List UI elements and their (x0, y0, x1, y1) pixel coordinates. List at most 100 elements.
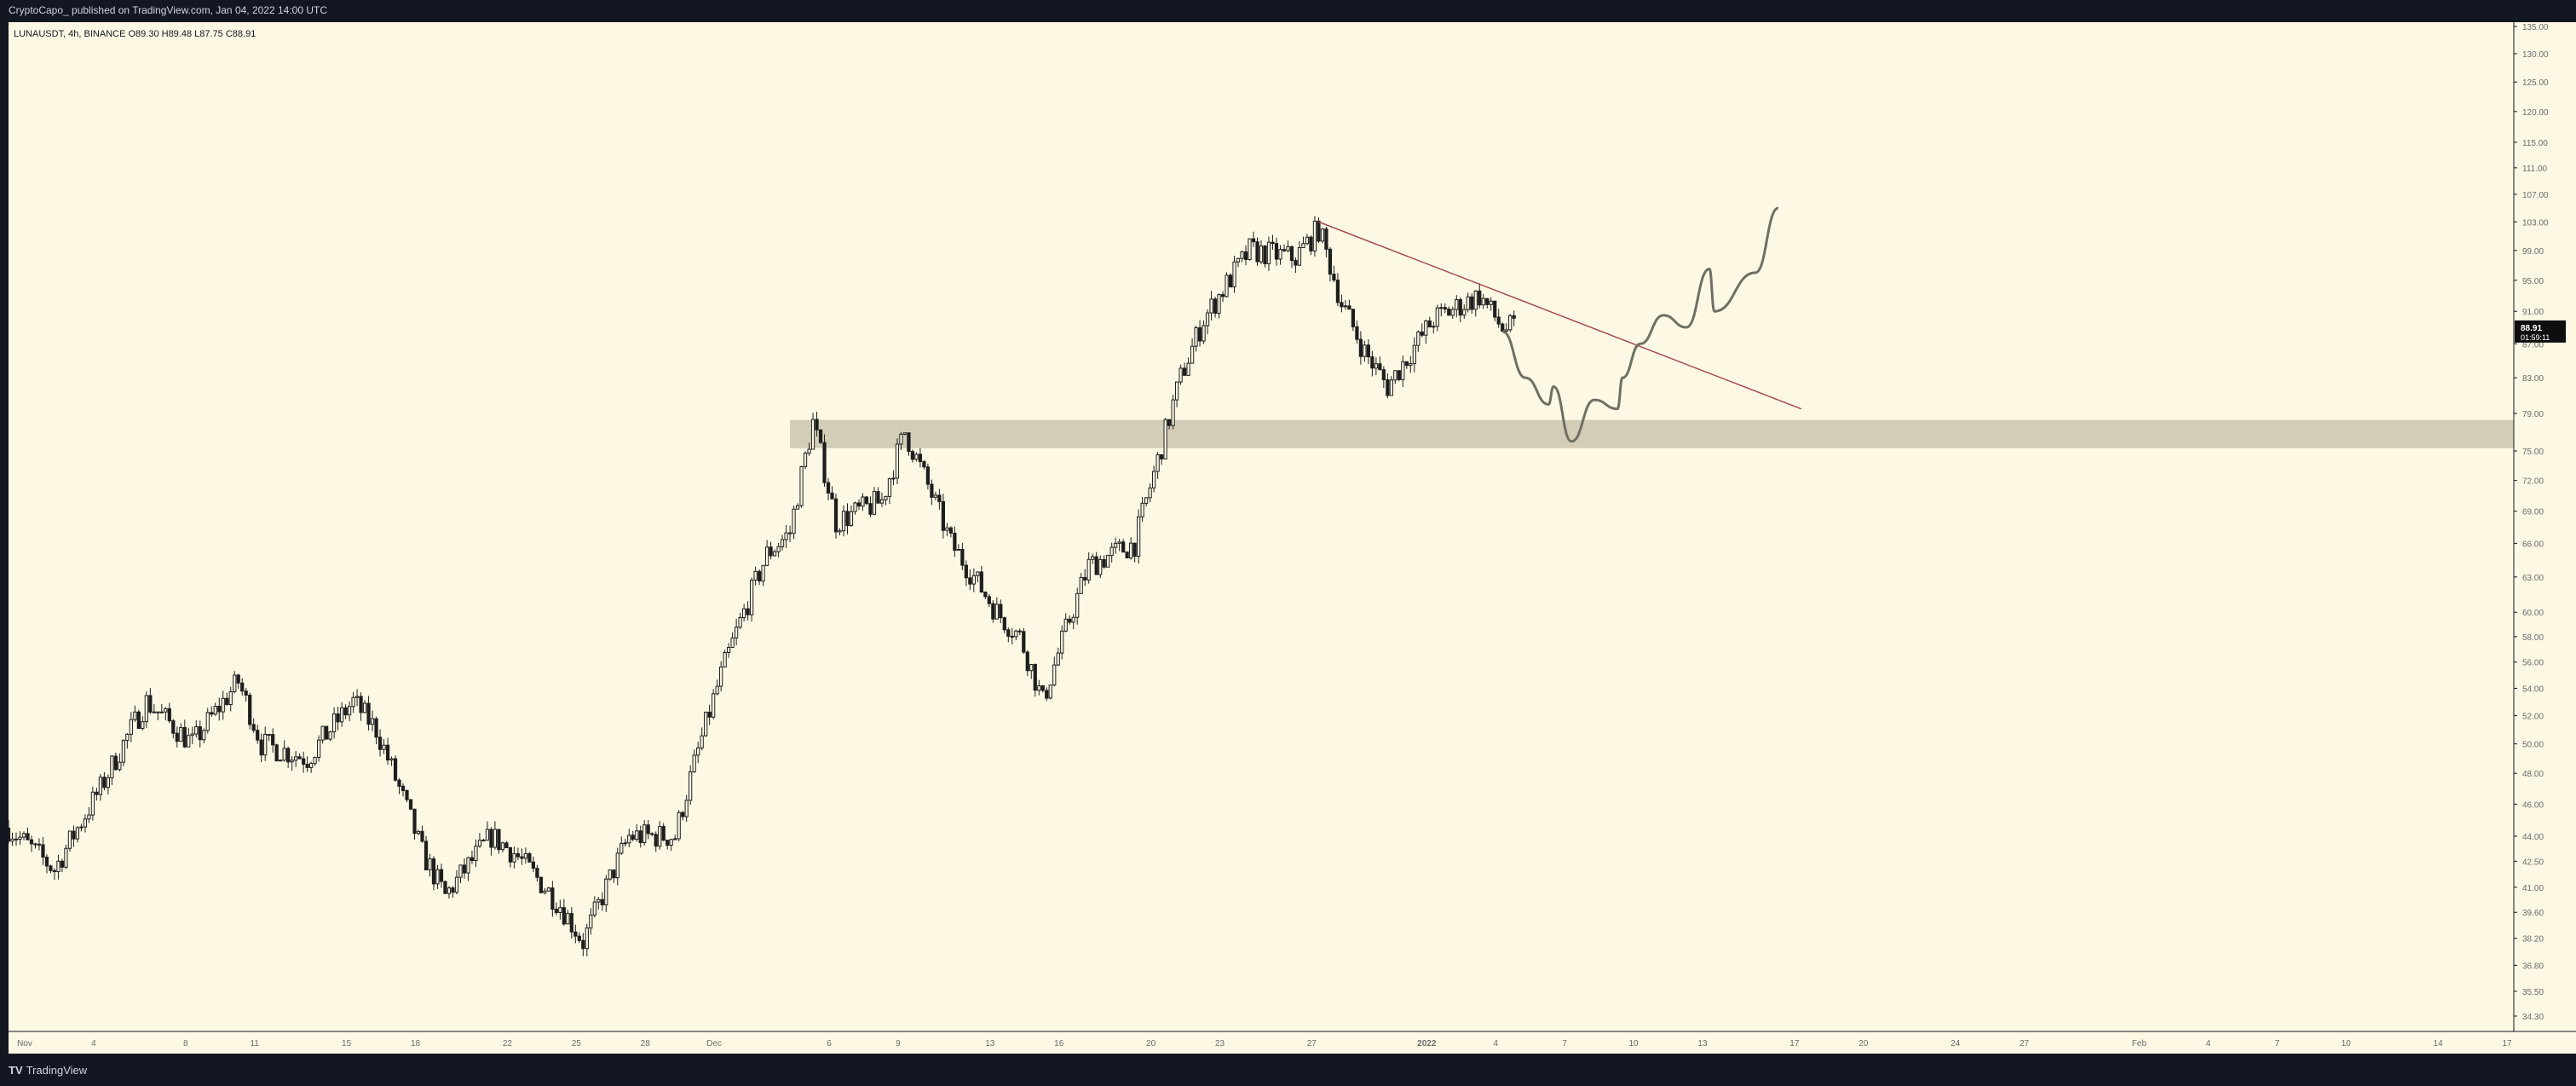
candle-body (213, 706, 217, 715)
candle-body (328, 731, 332, 740)
candle-body (144, 695, 148, 723)
candle-body (171, 720, 176, 734)
candle (673, 835, 677, 840)
candle (1324, 226, 1328, 257)
candle-body (113, 755, 118, 771)
candle (1478, 283, 1482, 309)
candle-body (1455, 299, 1459, 310)
candle (210, 706, 214, 718)
candlestick-chart[interactable]: 135.00 130.00 125.00 120.00 115.00 111.00 107.… (9, 22, 2576, 1054)
candle-body (1071, 616, 1075, 623)
y-tick-label: 52.00 (2522, 712, 2544, 721)
last-price-label: 88.91 (2521, 324, 2542, 333)
candle-body (1389, 379, 1393, 396)
x-tick-label: 11 (251, 1039, 260, 1048)
candle (864, 495, 869, 505)
candle-body (1197, 326, 1202, 342)
candle (1248, 238, 1252, 261)
candle (1335, 273, 1340, 307)
candle (1317, 217, 1321, 244)
chart-area[interactable]: 135.00 130.00 125.00 120.00 115.00 111.00 107.… (9, 22, 2576, 1054)
candle-body (1397, 370, 1401, 380)
x-tick-label: 4 (1493, 1039, 1498, 1048)
candle-body (470, 857, 475, 862)
candle (37, 838, 42, 851)
candle-body (233, 674, 237, 692)
candle-body (408, 799, 413, 810)
candle (397, 777, 401, 794)
candle-body (83, 818, 88, 828)
candle (727, 643, 731, 658)
x-tick-label: Dec (706, 1039, 722, 1048)
candle-body (210, 712, 214, 715)
candle (891, 470, 896, 486)
candle (302, 751, 306, 773)
candle-body (1167, 419, 1172, 426)
candle (1217, 293, 1221, 319)
candle-body (359, 696, 363, 713)
candle (1374, 357, 1378, 376)
candle-body (1225, 274, 1229, 297)
candle-body (385, 744, 390, 761)
candle-body (1271, 241, 1275, 245)
y-tick-label: 120.00 (2522, 108, 2549, 118)
candle-body (1190, 345, 1195, 364)
candle (735, 618, 739, 646)
candle-body (354, 696, 360, 698)
candle (95, 788, 99, 801)
x-tick-label: Feb (2132, 1039, 2147, 1048)
candle (136, 709, 141, 730)
candle-body (1466, 296, 1470, 310)
candle (1155, 452, 1160, 479)
candle (458, 864, 463, 884)
candle-body (244, 690, 248, 696)
candle (370, 710, 375, 731)
candle-body (106, 777, 110, 789)
candle-body (742, 608, 746, 619)
candle (1416, 330, 1421, 352)
candle-body (202, 730, 206, 741)
candle-body (673, 838, 677, 840)
projected-path[interactable] (1501, 206, 1779, 443)
candle-body (49, 865, 53, 871)
candle (83, 814, 88, 833)
support-zone[interactable] (790, 419, 2514, 448)
candle-body (715, 685, 719, 695)
candle (1320, 228, 1325, 244)
y-tick-label: 75.00 (2522, 448, 2544, 457)
tradingview-brand[interactable]: TV TradingView (9, 1064, 87, 1077)
candle-body (1186, 362, 1190, 376)
y-tick-label: 36.80 (2522, 962, 2544, 971)
candle (148, 688, 153, 714)
candle (646, 819, 650, 840)
candle-body (799, 465, 804, 506)
candle (596, 897, 601, 910)
candle-body (156, 711, 160, 713)
candle (918, 448, 923, 468)
candle-body (256, 730, 260, 741)
candle-body (627, 835, 631, 844)
candle-body (1309, 236, 1313, 251)
candle-body (1220, 294, 1225, 297)
candle-body (1048, 685, 1052, 699)
candle-body (95, 791, 99, 795)
candle-body (302, 758, 306, 765)
candle-body (1174, 381, 1179, 401)
candle (49, 864, 53, 874)
candle (152, 704, 156, 713)
candle-body (1194, 326, 1198, 347)
candle (784, 525, 788, 548)
x-tick-label: 13 (1697, 1039, 1708, 1048)
candle (435, 864, 440, 889)
candle (1063, 613, 1068, 633)
candle-body (930, 483, 934, 498)
candle-body (317, 739, 321, 758)
candle-body (286, 748, 291, 763)
candle (1389, 376, 1393, 396)
candle-body (1117, 541, 1121, 544)
descending-trendline[interactable] (1318, 221, 1802, 410)
candle (1271, 234, 1275, 251)
candle-body (1274, 243, 1279, 260)
candle (1033, 663, 1037, 697)
candle-body (1282, 249, 1287, 251)
